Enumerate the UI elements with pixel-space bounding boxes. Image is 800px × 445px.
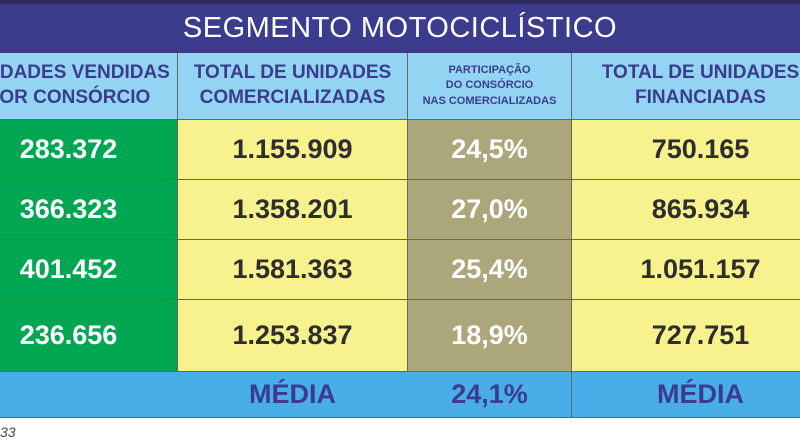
header-line: COMERCIALIZADAS [199, 87, 386, 108]
cell-financiadas: 750.165 [572, 120, 800, 180]
header-line: UNIDADES VENDIDAS [0, 62, 170, 84]
cell-financiadas: 727.751 [572, 300, 800, 372]
header-line: FINANCIADAS [635, 87, 766, 108]
cell-consorcio: 283.372 [0, 120, 178, 180]
summary-cell-participacao: 24,1% [408, 372, 572, 418]
header-line: TOTAL DE UNIDADES [601, 62, 800, 84]
cell-participacao: 18,9% [408, 300, 572, 372]
footer-text: 33 [0, 424, 16, 440]
header-line: PARTICIPAÇÃO [448, 63, 531, 76]
table-title: SEGMENTO MOTOCICLÍSTICO [0, 0, 800, 53]
cell-comercializadas: 1.253.837 [178, 300, 408, 372]
header-line: NAS COMERCIALIZADAS [422, 94, 557, 107]
header-consorcio: UNIDADES VENDIDAS POR CONSÓRCIO [0, 53, 178, 120]
cell-comercializadas: 1.358.201 [178, 180, 408, 240]
cell-participacao: 27,0% [408, 180, 572, 240]
cell-financiadas: 865.934 [572, 180, 800, 240]
cell-comercializadas: 1.155.909 [178, 120, 408, 180]
header-line: POR CONSÓRCIO [0, 87, 151, 108]
header-line: TOTAL DE UNIDADES [193, 62, 392, 84]
cell-consorcio: 236.656 [0, 300, 178, 372]
cell-consorcio: 366.323 [0, 180, 178, 240]
header-financiadas: TOTAL DE UNIDADES FINANCIADAS [572, 53, 800, 120]
cell-participacao: 25,4% [408, 240, 572, 300]
summary-cell-financiadas: MÉDIA [572, 372, 800, 418]
header-line: DO CONSÓRCIO [445, 79, 534, 92]
header-participacao: PARTICIPAÇÃO DO CONSÓRCIO NAS COMERCIALIZA… [408, 53, 572, 120]
header-comercializadas: TOTAL DE UNIDADES COMERCIALIZADAS [178, 53, 408, 120]
cell-consorcio: 401.452 [0, 240, 178, 300]
cell-financiadas: 1.051.157 [572, 240, 800, 300]
summary-cell-comercializadas: MÉDIA [0, 372, 408, 418]
cell-participacao: 24,5% [408, 120, 572, 180]
cell-comercializadas: 1.581.363 [178, 240, 408, 300]
